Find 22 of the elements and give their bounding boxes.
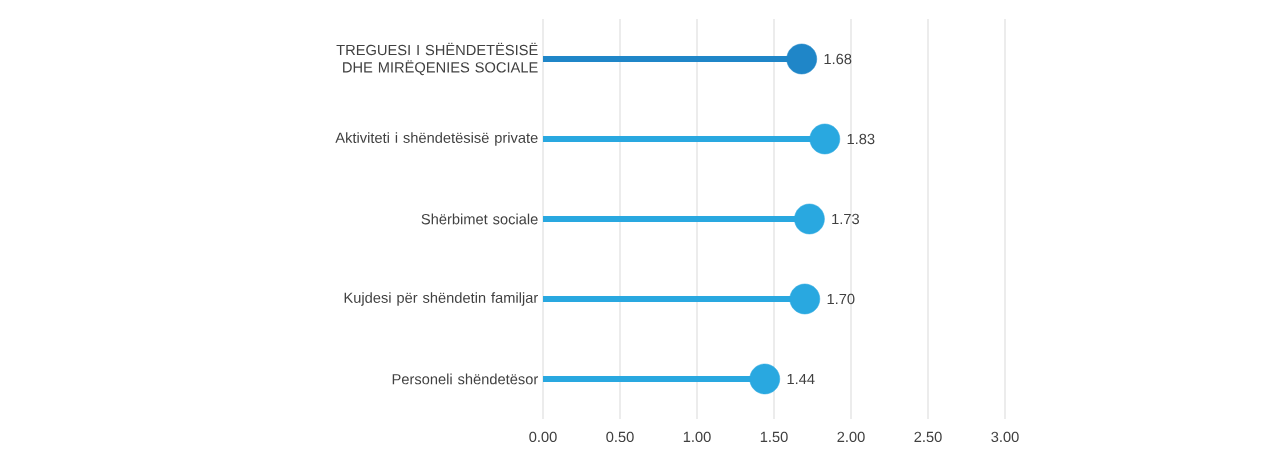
y-tick-label: Shërbimet sociale: [421, 213, 538, 225]
x-tick-label: 0.50: [606, 431, 634, 443]
data-label: 1.83: [847, 133, 875, 145]
point: [794, 203, 825, 235]
x-tick-label: 2.50: [914, 431, 942, 443]
x-tick-label: 0.00: [529, 431, 557, 443]
y-tick-label: Personeli shëndetësor: [392, 373, 539, 385]
y-tick-label: TREGUESI I SHËNDETËSISË DHE MIRËQENIES SOCIALE: [336, 42, 538, 76]
x-tick-label: 3.00: [991, 431, 1019, 443]
point: [809, 123, 841, 155]
data-label: 1.73: [832, 213, 860, 225]
x-tick-label: 2.00: [837, 431, 865, 443]
y-tick-label: Aktiviteti i shëndetësisë private: [335, 132, 538, 146]
data-label: 1.70: [827, 293, 855, 305]
data-label: 1.44: [787, 373, 815, 385]
y-tick-label: Kujdesi për shëndetin familjar: [344, 292, 538, 306]
point: [786, 43, 817, 75]
x-tick-label: 1.00: [683, 431, 711, 443]
point: [749, 363, 781, 395]
x-tick-label: 1.50: [760, 431, 788, 443]
data-label: 1.68: [824, 53, 852, 65]
point: [789, 283, 821, 315]
